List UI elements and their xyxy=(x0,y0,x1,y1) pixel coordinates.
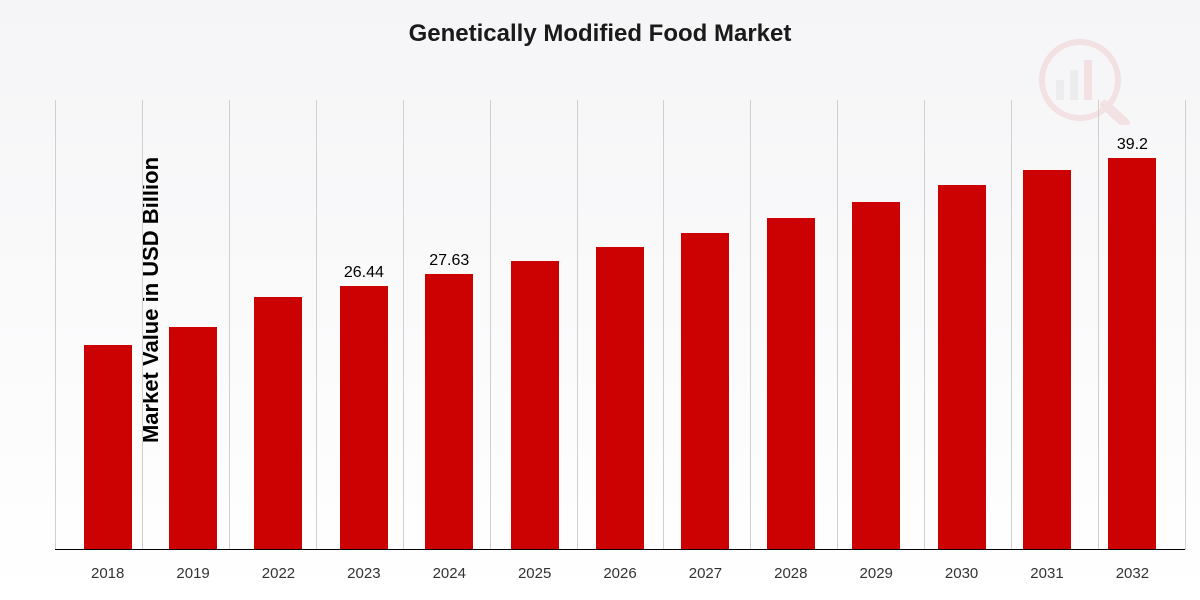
x-axis-label: 2025 xyxy=(492,565,577,582)
x-axis-label: 2024 xyxy=(407,565,492,582)
bar xyxy=(340,286,388,550)
x-axis-label: 2023 xyxy=(321,565,406,582)
x-axis-label: 2022 xyxy=(236,565,321,582)
bar xyxy=(254,297,302,550)
x-axis-label: 2018 xyxy=(65,565,150,582)
bar-slot xyxy=(492,100,577,550)
chart-container: Genetically Modified Food Market Market … xyxy=(0,0,1200,600)
bar-slot xyxy=(577,100,662,550)
bar xyxy=(84,345,132,550)
x-axis-labels: 2018201920222023202420252026202720282029… xyxy=(55,565,1185,582)
x-axis-label: 2032 xyxy=(1090,565,1175,582)
bar xyxy=(169,327,217,550)
bar-slot: 26.44 xyxy=(321,100,406,550)
bar-slot: 27.63 xyxy=(407,100,492,550)
bar-slot xyxy=(748,100,833,550)
bar xyxy=(767,218,815,550)
x-axis-label: 2019 xyxy=(150,565,235,582)
bar-slot xyxy=(919,100,1004,550)
plot-area: 26.44 27.63 39.2 xyxy=(55,100,1185,550)
bar xyxy=(1023,170,1071,550)
bar-value-label: 39.2 xyxy=(1117,134,1148,154)
bar-slot xyxy=(236,100,321,550)
bar-value-label: 27.63 xyxy=(429,250,469,270)
bar xyxy=(681,233,729,550)
bar-slot xyxy=(663,100,748,550)
x-axis-label: 2028 xyxy=(748,565,833,582)
bars-group: 26.44 27.63 39.2 xyxy=(55,100,1185,550)
bar xyxy=(511,261,559,550)
bar-slot xyxy=(1004,100,1089,550)
x-axis-label: 2031 xyxy=(1004,565,1089,582)
bar xyxy=(938,185,986,550)
bar xyxy=(852,202,900,550)
bar xyxy=(1108,158,1156,550)
bar-slot: 39.2 xyxy=(1090,100,1175,550)
x-axis-baseline xyxy=(55,549,1185,550)
x-axis-label: 2030 xyxy=(919,565,1004,582)
bar-slot xyxy=(834,100,919,550)
x-axis-label: 2029 xyxy=(834,565,919,582)
x-axis-label: 2027 xyxy=(663,565,748,582)
bar xyxy=(596,247,644,550)
x-axis-label: 2026 xyxy=(577,565,662,582)
gridline xyxy=(1185,100,1186,550)
bar-value-label: 26.44 xyxy=(344,262,384,282)
bar-slot xyxy=(65,100,150,550)
bar xyxy=(425,274,473,550)
bar-slot xyxy=(150,100,235,550)
